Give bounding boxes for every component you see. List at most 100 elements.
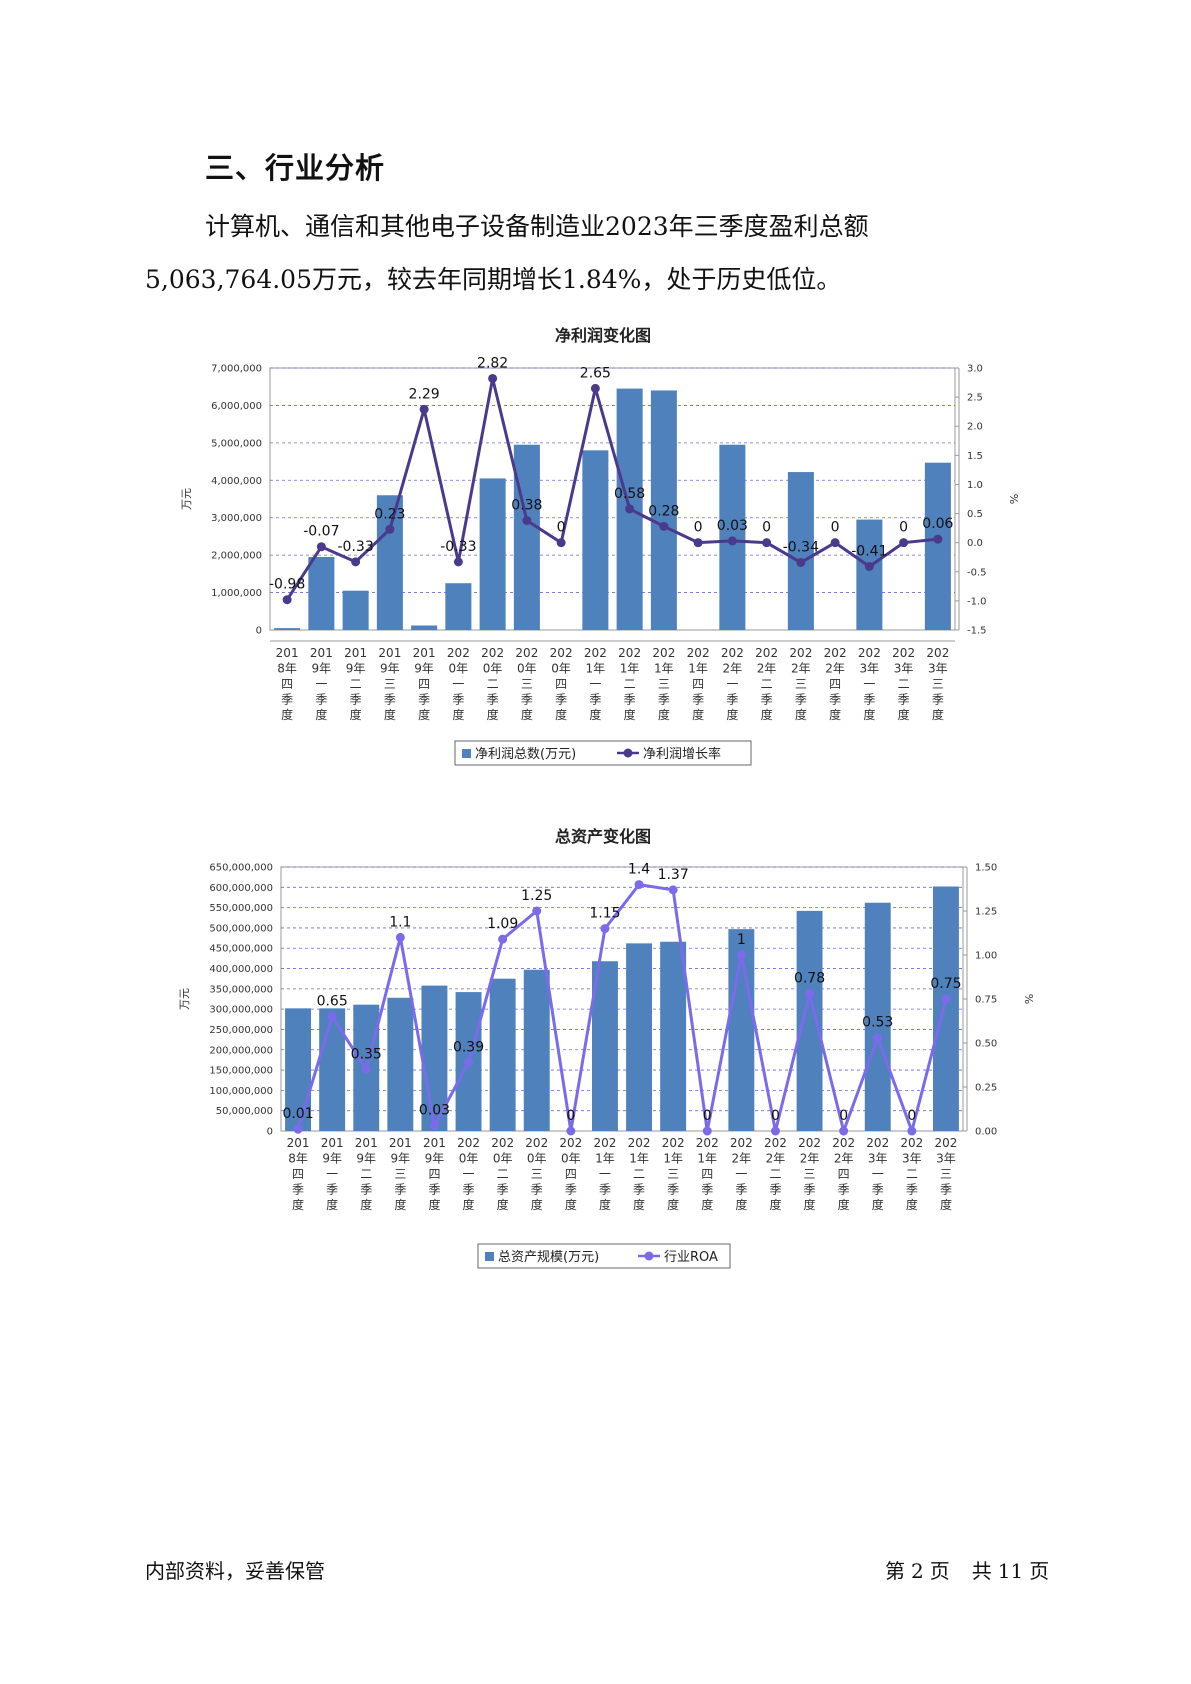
x-tick-label: 三: [667, 1167, 679, 1181]
x-tick-label: 202: [755, 646, 778, 660]
data-label: 1.25: [521, 888, 552, 904]
x-tick-label: 三: [531, 1167, 543, 1181]
x-tick-label: 度: [932, 707, 944, 722]
x-tick-label: 2年: [834, 1152, 854, 1166]
x-tick-label: 0年: [551, 662, 571, 676]
legend-box: [477, 1243, 731, 1269]
data-label: 2.29: [409, 386, 440, 402]
x-tick-label: 季: [326, 1183, 338, 1197]
x-tick-label: 202: [721, 646, 744, 660]
data-label: 0: [771, 1108, 780, 1124]
y2-tick-label: -1.5: [967, 626, 987, 637]
line-point: [429, 1121, 439, 1131]
x-tick-label: 二: [487, 677, 499, 691]
x-tick-label: 季: [555, 693, 567, 707]
bar: [650, 390, 677, 630]
x-tick-label: 季: [394, 1183, 406, 1197]
x-tick-label: 度: [658, 707, 670, 722]
x-tick-label: 202: [789, 646, 812, 660]
bar: [387, 997, 414, 1131]
x-tick-label: 度: [726, 707, 738, 722]
x-tick-label: 0年: [493, 1152, 513, 1166]
x-tick-label: 四: [418, 677, 430, 691]
paragraph-line-2: 5,063,764.05万元，较去年同期增长1.84%，处于历史低位。: [145, 265, 842, 294]
data-label: 0: [762, 520, 771, 536]
x-tick-label: 二: [906, 1167, 918, 1181]
data-label: -0.41: [851, 544, 887, 560]
y2-tick-label: 0.5: [967, 509, 983, 520]
y-tick-label: 300,000,000: [209, 1005, 273, 1016]
x-tick-label: 三: [804, 1167, 816, 1181]
x-tick-label: 度: [898, 707, 910, 722]
x-tick-label: 202: [481, 646, 504, 660]
series-line: [296, 882, 948, 1137]
y2-tick-label: 0.25: [975, 1083, 997, 1094]
x-tick-label: 201: [355, 1136, 378, 1150]
x-tick-label: 度: [795, 707, 807, 722]
x-tick-label: 季: [565, 1183, 577, 1197]
data-label: 0: [557, 520, 566, 536]
y-tick-label: 2,000,000: [211, 551, 262, 562]
legend-line-marker: [623, 748, 633, 758]
y2-axis-label: %: [1007, 494, 1020, 504]
y2-tick-label: 0.00: [975, 1127, 997, 1138]
x-tick-label: 季: [531, 1183, 543, 1197]
data-label: -0.07: [303, 524, 339, 540]
legend-bar-swatch: [485, 1252, 494, 1261]
x-tick-label: 四: [692, 677, 704, 691]
x-tick-label: 季: [667, 1183, 679, 1197]
bar: [856, 519, 883, 630]
x-tick-label: 季: [497, 1183, 509, 1197]
x-tick-label: 季: [863, 693, 875, 707]
x-tick-label: 9年: [380, 662, 400, 676]
y-tick-label: 4,000,000: [211, 476, 262, 487]
x-tick-label: 季: [350, 693, 362, 707]
y-tick-label: 0: [256, 626, 262, 637]
chart-title: 净利润变化图: [555, 326, 651, 345]
data-label: 0.78: [794, 971, 825, 987]
x-tick-label: 四: [555, 677, 567, 691]
x-tick-label: 四: [281, 677, 293, 691]
x-tick-label: 度: [735, 1197, 747, 1212]
y-tick-label: 1,000,000: [211, 588, 262, 599]
x-tick-label: 度: [829, 707, 841, 722]
x-tick-label: 二: [898, 677, 910, 691]
x-tick-label: 2年: [791, 662, 811, 676]
y2-tick-label: 0.75: [975, 995, 997, 1006]
series-line: [285, 378, 939, 601]
line-point: [864, 562, 874, 572]
x-tick-label: 201: [287, 1136, 310, 1150]
line-point: [419, 404, 429, 414]
legend-bar-label: 总资产规模(万元): [498, 1250, 599, 1265]
y-tick-label: 0: [267, 1127, 273, 1138]
x-tick-label: 3年: [902, 1152, 922, 1166]
x-tick-label: 度: [281, 707, 293, 722]
y2-tick-label: 1.5: [967, 451, 983, 462]
bar: [411, 625, 438, 630]
y-axis-label: 万元: [178, 988, 191, 1010]
x-tick-label: 201: [389, 1136, 412, 1150]
x-tick-label: 度: [360, 1197, 372, 1212]
x-tick-label: 201: [276, 646, 299, 660]
legend-bar-swatch: [462, 749, 471, 758]
line-point: [590, 383, 600, 393]
x-tick-label: 一: [463, 1167, 475, 1181]
x-tick-label: 度: [497, 1197, 509, 1212]
x-tick-label: 度: [565, 1197, 577, 1212]
x-tick-label: 度: [761, 707, 773, 722]
x-tick-label: 二: [633, 1167, 645, 1181]
data-label: 1.09: [487, 916, 518, 932]
x-tick-label: 度: [555, 707, 567, 722]
x-tick-label: 0年: [483, 662, 503, 676]
data-label: 1: [737, 932, 746, 948]
x-tick-label: 季: [281, 693, 293, 707]
x-tick-label: 3年: [868, 1152, 888, 1166]
x-tick-label: 3年: [894, 662, 914, 676]
x-tick-label: 季: [932, 693, 944, 707]
data-label: 1.37: [658, 867, 689, 883]
x-tick-label: 二: [497, 1167, 509, 1181]
x-tick-label: 度: [521, 707, 533, 722]
x-tick-label: 202: [900, 1136, 923, 1150]
x-tick-label: 1年: [688, 662, 708, 676]
data-label: 1.1: [389, 914, 411, 930]
